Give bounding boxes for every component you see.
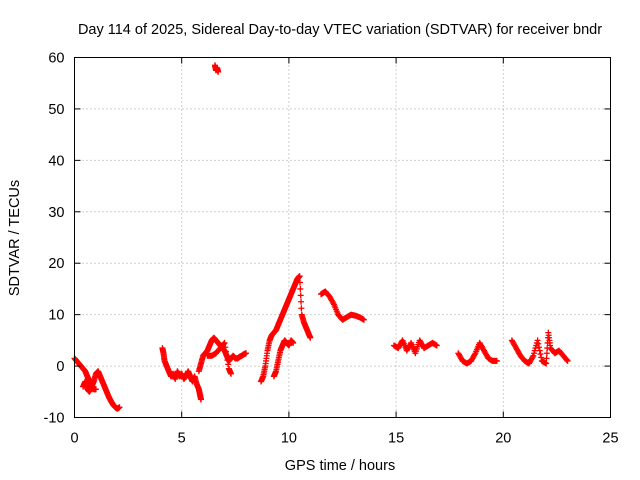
data-point [296,273,303,280]
x-tick-label: 0 [70,431,78,447]
data-point [197,396,204,403]
data-point [534,337,541,344]
series-arc-2 [80,368,123,412]
chart-title: Day 114 of 2025, Sidereal Day-to-day VTE… [78,22,602,38]
x-tick-label: 5 [178,431,186,447]
x-tick-label: 10 [281,431,297,447]
data-point [537,351,544,358]
x-tick-label: 25 [602,431,618,447]
data-point [536,347,543,354]
series-arc-10 [508,329,571,367]
series-arc-8 [390,337,440,357]
data-point [221,339,228,346]
data-point [220,340,227,347]
data-point [543,350,550,357]
data-point [298,298,305,305]
data-point [222,344,229,351]
series-arc-7 [318,288,367,323]
y-tick-label: 50 [48,102,64,118]
y-tick-labels: -10 0 10 20 30 40 50 60 [44,51,65,427]
data-point [536,344,543,351]
y-tick-label: 10 [48,308,64,324]
x-tick-labels: 0 5 10 15 20 25 [70,431,618,447]
data-point [92,386,99,393]
data-point [433,342,440,349]
data-point [215,68,222,75]
plot-frame [74,57,611,418]
data-point [543,360,550,367]
data-point [535,340,542,347]
data-point [543,355,550,362]
data-point [360,316,367,323]
data-point [493,357,500,364]
data-point [564,357,571,364]
grid-lines [74,57,611,418]
data-point [298,305,305,312]
y-tick-label: -10 [44,411,65,427]
data-point [563,357,570,364]
data-point [225,361,232,368]
y-tick-label: 20 [48,256,64,272]
series-arc-5 [211,62,222,75]
y-tick-label: 0 [56,359,64,375]
x-tick-label: 20 [495,431,511,447]
data-point [223,348,230,355]
data-point [116,404,123,411]
series-arc-4b [204,339,235,377]
y-tick-label: 30 [48,205,64,221]
series-arc-6b [270,337,297,380]
data-point [297,292,304,299]
data-point [307,334,314,341]
data-point [538,354,545,361]
x-tick-label: 15 [388,431,404,447]
data-point [330,300,337,307]
series-arc-6 [258,273,314,385]
series-arc-3 [159,345,204,403]
data-point [224,357,231,364]
series-arc-4 [195,334,250,375]
data-point [297,285,304,292]
data-point [296,279,303,286]
data-point [529,354,536,361]
y-tick-label: 40 [48,153,64,169]
series-arc-9 [455,339,500,367]
data-point [223,352,230,359]
data-series [71,62,571,412]
data-point [228,370,235,377]
y-axis-label: SDTVAR / TECUs [7,180,23,296]
data-point [290,339,297,346]
y-tick-label: 60 [48,51,64,67]
data-point [243,350,250,357]
x-axis-label: GPS time / hours [285,458,395,474]
